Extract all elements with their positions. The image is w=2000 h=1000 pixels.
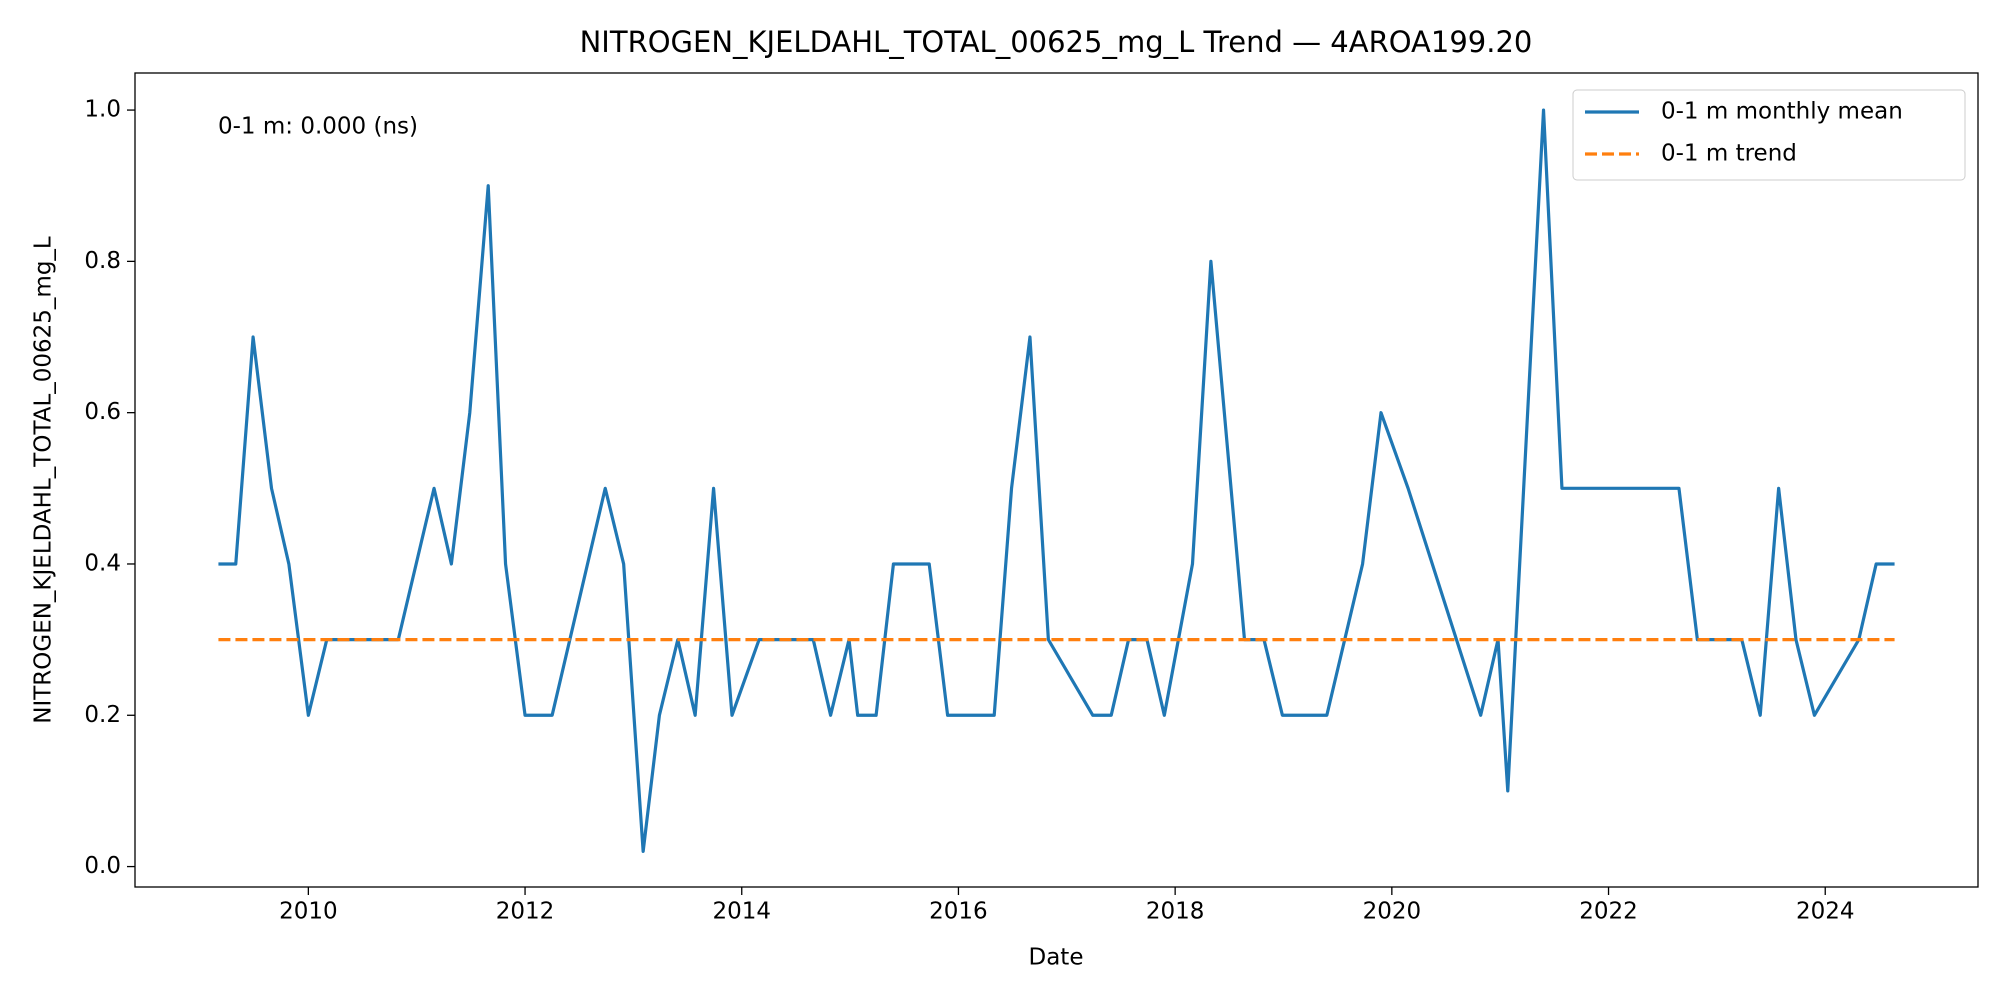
x-tick-label: 2024 xyxy=(1796,899,1855,925)
y-tick-label: 1.0 xyxy=(84,97,121,123)
legend-box xyxy=(1572,89,1966,181)
x-tick-label: 2014 xyxy=(712,899,771,925)
annotation: 0-1 m: 0.000 (ns) xyxy=(218,114,418,140)
data-line xyxy=(218,108,1895,854)
x-tick-label: 2022 xyxy=(1579,899,1638,925)
x-tick-label: 2010 xyxy=(279,899,338,925)
chart-title: NITROGEN_KJELDAHL_TOTAL_00625_mg_L Trend… xyxy=(580,25,1533,59)
x-tick-label: 2020 xyxy=(1363,899,1422,925)
x-tick-label: 2012 xyxy=(496,899,555,925)
legend-label: 0-1 m trend xyxy=(1661,141,1797,167)
plot-frame xyxy=(134,72,1979,888)
y-tick-label: 0.8 xyxy=(84,248,121,274)
x-axis-label: Date xyxy=(1029,945,1084,971)
legend-label: 0-1 m monthly mean xyxy=(1661,99,1903,125)
y-tick-label: 0.6 xyxy=(84,399,121,425)
y-tick-label: 0.0 xyxy=(84,853,121,879)
y-tick-label: 0.4 xyxy=(84,550,121,576)
x-tick-label: 2016 xyxy=(929,899,988,925)
y-tick-label: 0.2 xyxy=(84,702,121,728)
x-tick-label: 2018 xyxy=(1146,899,1205,925)
y-axis-label: NITROGEN_KJELDAHL_TOTAL_00625_mg_L xyxy=(31,236,57,724)
